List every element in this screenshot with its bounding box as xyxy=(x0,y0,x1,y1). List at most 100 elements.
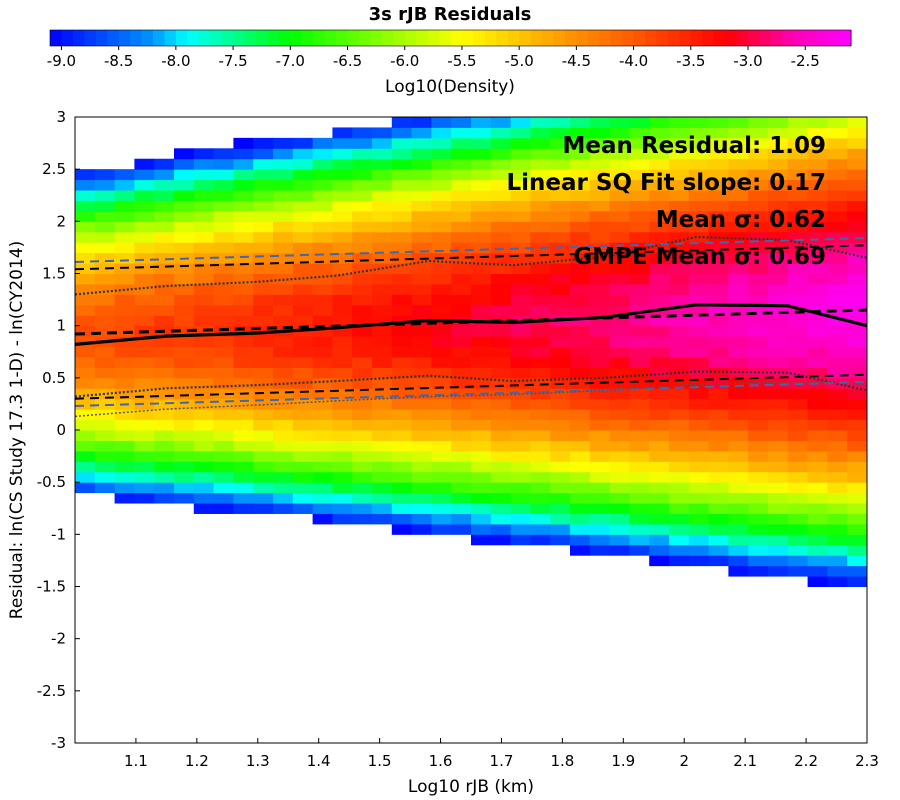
heatmap-cell xyxy=(292,169,314,181)
heatmap-cell xyxy=(431,492,452,504)
heatmap-cell xyxy=(728,127,749,139)
heatmap-cell xyxy=(768,242,789,254)
heatmap-cell xyxy=(471,336,492,348)
heatmap-cell xyxy=(570,492,591,504)
heatmap-cell xyxy=(807,503,828,514)
heatmap-cell xyxy=(292,190,314,201)
heatmap-cell xyxy=(312,367,333,379)
heatmap-cell xyxy=(609,315,630,327)
heatmap-cell xyxy=(728,252,749,264)
heatmap-cell xyxy=(550,523,571,535)
colorbar-swatch xyxy=(130,30,143,46)
heatmap-cell xyxy=(391,315,413,327)
heatmap-cell xyxy=(411,419,432,431)
heatmap-cell xyxy=(768,252,789,264)
heatmap-cell xyxy=(629,325,650,337)
heatmap-cell xyxy=(787,190,809,201)
heatmap-cell xyxy=(253,263,274,274)
heatmap-cell xyxy=(728,137,749,149)
heatmap-cell xyxy=(372,482,393,494)
heatmap-cell xyxy=(312,503,333,514)
heatmap-cell xyxy=(688,513,710,525)
heatmap-cell xyxy=(372,242,393,254)
heatmap-cell xyxy=(827,440,848,452)
heatmap-cell xyxy=(688,440,710,452)
heatmap-cell xyxy=(748,315,769,327)
heatmap-cell xyxy=(213,263,234,274)
heatmap-cell xyxy=(352,169,373,181)
heatmap-cell xyxy=(411,461,432,473)
heatmap-cell xyxy=(807,325,828,337)
heatmap-cell xyxy=(728,450,749,462)
colorbar-swatch xyxy=(599,30,612,46)
heatmap-cell xyxy=(510,190,531,201)
heatmap-cell xyxy=(431,231,452,243)
heatmap-cell xyxy=(431,304,452,316)
heatmap-cell xyxy=(292,471,314,483)
heatmap-cell xyxy=(174,158,195,170)
heatmap-cell xyxy=(589,242,611,254)
heatmap-cell xyxy=(94,388,116,400)
heatmap-cell xyxy=(589,304,611,316)
heatmap-cell xyxy=(490,377,512,389)
heatmap-cell xyxy=(332,356,353,368)
heatmap-cell xyxy=(411,179,432,191)
heatmap-cell xyxy=(669,555,690,567)
heatmap-cell xyxy=(807,200,828,212)
heatmap-cell xyxy=(352,242,373,254)
heatmap-cell xyxy=(530,304,551,316)
heatmap-cell xyxy=(748,127,769,139)
heatmap-cell xyxy=(352,304,373,316)
heatmap-cell xyxy=(728,513,749,525)
heatmap-cell xyxy=(154,430,175,441)
heatmap-cell xyxy=(629,367,650,379)
heatmap-cell xyxy=(114,367,135,379)
heatmap-cell xyxy=(451,513,472,525)
heatmap-cell xyxy=(570,117,591,128)
heatmap-cell xyxy=(233,398,254,410)
heatmap-cell xyxy=(629,388,650,400)
heatmap-cell xyxy=(609,148,630,160)
heatmap-cell xyxy=(847,179,867,191)
heatmap-cell xyxy=(768,513,789,525)
y-tick-label: 2 xyxy=(56,212,66,230)
heatmap-cell xyxy=(391,200,413,212)
heatmap-cell xyxy=(411,190,432,201)
heatmap-cell xyxy=(807,148,828,160)
heatmap-cell xyxy=(431,346,452,358)
heatmap-cell xyxy=(669,398,690,410)
colorbar-swatch xyxy=(667,30,680,46)
heatmap-cell xyxy=(827,158,848,170)
heatmap-cell xyxy=(787,231,809,243)
heatmap-cell xyxy=(589,325,611,337)
heatmap-cell xyxy=(708,263,729,274)
heatmap-cell xyxy=(787,523,809,535)
heatmap-cell xyxy=(748,252,769,264)
heatmap-cell xyxy=(807,461,828,473)
heatmap-cell xyxy=(787,294,809,306)
colorbar-swatch xyxy=(725,30,738,46)
heatmap-cell xyxy=(352,440,373,452)
heatmap-cell xyxy=(570,419,591,431)
heatmap-cell xyxy=(253,482,274,494)
heatmap-cell xyxy=(609,482,630,494)
heatmap-cell xyxy=(768,471,789,483)
colorbar-swatch xyxy=(645,30,658,46)
series-line xyxy=(75,244,867,271)
heatmap-cell xyxy=(688,158,710,170)
heatmap-cell xyxy=(669,388,690,400)
heatmap-cell xyxy=(352,482,373,494)
heatmap-cell xyxy=(154,450,175,462)
heatmap-cell xyxy=(787,419,809,431)
heatmap-cell xyxy=(471,127,492,139)
heatmap-cell xyxy=(391,169,413,181)
heatmap-cell xyxy=(154,482,175,494)
heatmap-cell xyxy=(570,409,591,421)
heatmap-cell xyxy=(114,252,135,264)
heatmap-cell xyxy=(154,377,175,389)
heatmap-cell xyxy=(768,221,789,233)
heatmap-cell xyxy=(134,242,155,254)
heatmap-cell xyxy=(114,492,135,504)
heatmap-cell xyxy=(114,409,135,421)
heatmap-cell xyxy=(134,492,155,504)
